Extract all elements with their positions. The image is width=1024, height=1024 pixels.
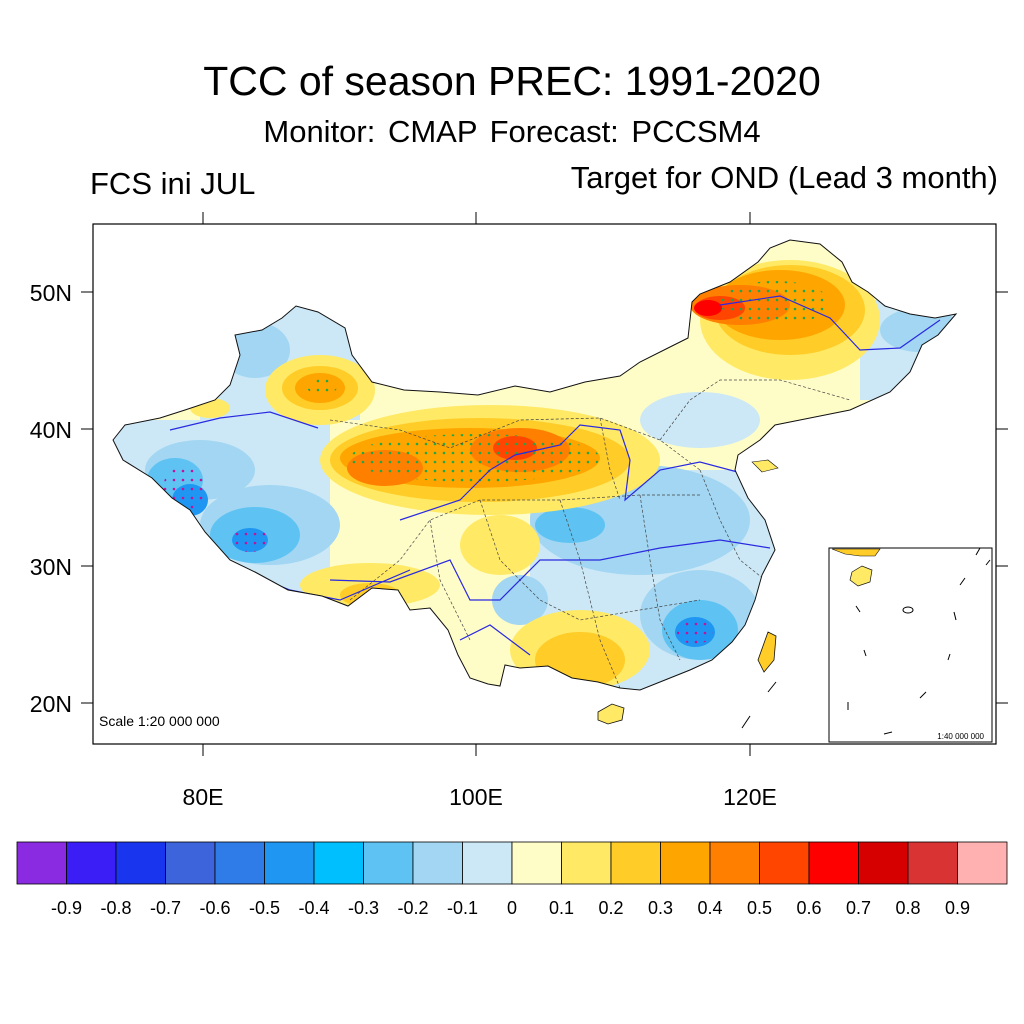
colorbar-swatch <box>66 841 117 885</box>
colorbar-label: -0.3 <box>348 898 379 918</box>
colorbar-swatch <box>214 841 265 885</box>
colorbar-label: 0.4 <box>697 898 722 918</box>
colorbar-swatch <box>709 841 760 885</box>
colorbar-swatch <box>907 841 958 885</box>
colorbar-label: -0.8 <box>100 898 131 918</box>
axis-ticks <box>81 212 1008 756</box>
colorbar-label: -0.9 <box>51 898 82 918</box>
colorbar-swatch <box>165 841 216 885</box>
colorbar-label: -0.2 <box>397 898 428 918</box>
colorbar-label: 0.1 <box>549 898 574 918</box>
taiwan-island <box>757 631 777 673</box>
lon-label-80e: 80E <box>183 784 224 810</box>
colorbar-swatch <box>511 841 562 885</box>
colorbar-swatch <box>759 841 810 885</box>
colorbar-swatch <box>363 841 414 885</box>
colorbar-label: -0.6 <box>199 898 230 918</box>
colorbar-swatch <box>808 841 859 885</box>
colorbar: -0.9 -0.8 -0.7 -0.6 -0.5 -0.4 -0.3 -0.2 -0.1 0 0.1… <box>16 841 1008 918</box>
chart-subtitle: Monitor: CMAP Forecast: PCCSM4 <box>263 114 761 149</box>
south-china-sea-inset: 1:40 000 000 <box>828 547 993 743</box>
colorbar-swatch <box>264 841 315 885</box>
colorbar-swatch <box>16 841 67 885</box>
colorbar-swatch <box>313 841 364 885</box>
lon-label-100e: 100E <box>449 784 503 810</box>
hainan-island <box>597 703 625 725</box>
inset-scale-label: 1:40 000 000 <box>937 732 984 741</box>
colorbar-label: 0 <box>507 898 517 918</box>
colorbar-label: 0.8 <box>895 898 920 918</box>
scale-label: Scale 1:20 000 000 <box>99 713 220 729</box>
left-label: FCS ini JUL <box>90 166 256 201</box>
colorbar-label: 0.7 <box>846 898 871 918</box>
lat-label-40n: 40N <box>30 417 72 443</box>
colorbar-label: -0.7 <box>150 898 181 918</box>
colorbar-label: -0.5 <box>249 898 280 918</box>
colorbar-swatch <box>462 841 513 885</box>
colorbar-swatch <box>561 841 612 885</box>
lon-label-120e: 120E <box>723 784 777 810</box>
lat-label-20n: 20N <box>30 691 72 717</box>
colorbar-swatch <box>957 841 1008 885</box>
colorbar-label: -0.4 <box>298 898 329 918</box>
colorbar-swatch <box>660 841 711 885</box>
lat-label-50n: 50N <box>30 280 72 306</box>
right-label: Target for OND (Lead 3 month) <box>570 160 998 195</box>
colorbar-swatch <box>610 841 661 885</box>
colorbar-label: 0.9 <box>945 898 970 918</box>
colorbar-label: -0.1 <box>447 898 478 918</box>
colorbar-swatch <box>412 841 463 885</box>
china-boundary <box>112 239 958 691</box>
colorbar-label: 0.5 <box>747 898 772 918</box>
colorbar-swatch <box>858 841 909 885</box>
chart-title: TCC of season PREC: 1991-2020 <box>203 58 821 104</box>
colorbar-label: 0.6 <box>796 898 821 918</box>
colorbar-swatch <box>115 841 166 885</box>
colorbar-label: 0.2 <box>598 898 623 918</box>
colorbar-label: 0.3 <box>648 898 673 918</box>
lat-label-30n: 30N <box>30 554 72 580</box>
